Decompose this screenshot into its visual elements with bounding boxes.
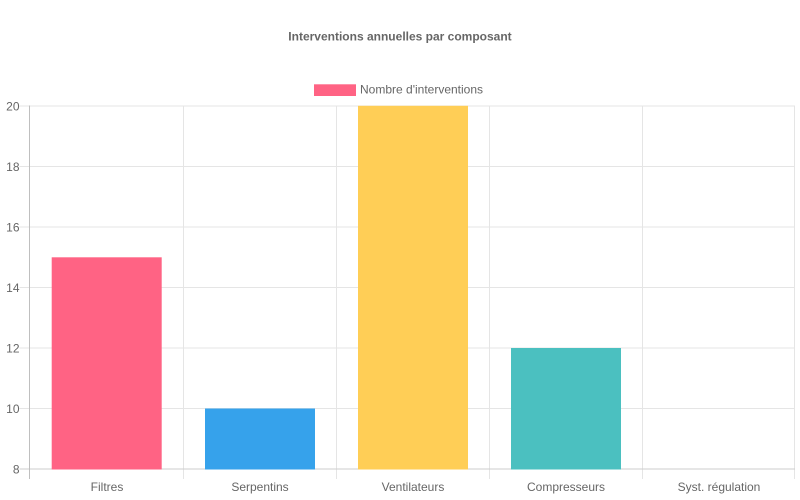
- svg-text:18: 18: [6, 160, 20, 174]
- svg-text:Syst. régulation: Syst. régulation: [678, 480, 761, 494]
- svg-text:Serpentins: Serpentins: [231, 480, 288, 494]
- svg-text:Filtres: Filtres: [91, 480, 124, 494]
- svg-text:Ventilateurs: Ventilateurs: [382, 480, 445, 494]
- svg-text:Nombre d'interventions: Nombre d'interventions: [360, 83, 483, 97]
- svg-text:10: 10: [6, 402, 20, 416]
- svg-text:12: 12: [6, 342, 20, 356]
- svg-text:20: 20: [6, 100, 20, 114]
- svg-text:Interventions annuelles par co: Interventions annuelles par composant: [288, 30, 511, 44]
- svg-text:14: 14: [6, 281, 20, 295]
- svg-text:8: 8: [13, 463, 20, 477]
- svg-text:Compresseurs: Compresseurs: [527, 480, 605, 494]
- svg-text:16: 16: [6, 221, 20, 235]
